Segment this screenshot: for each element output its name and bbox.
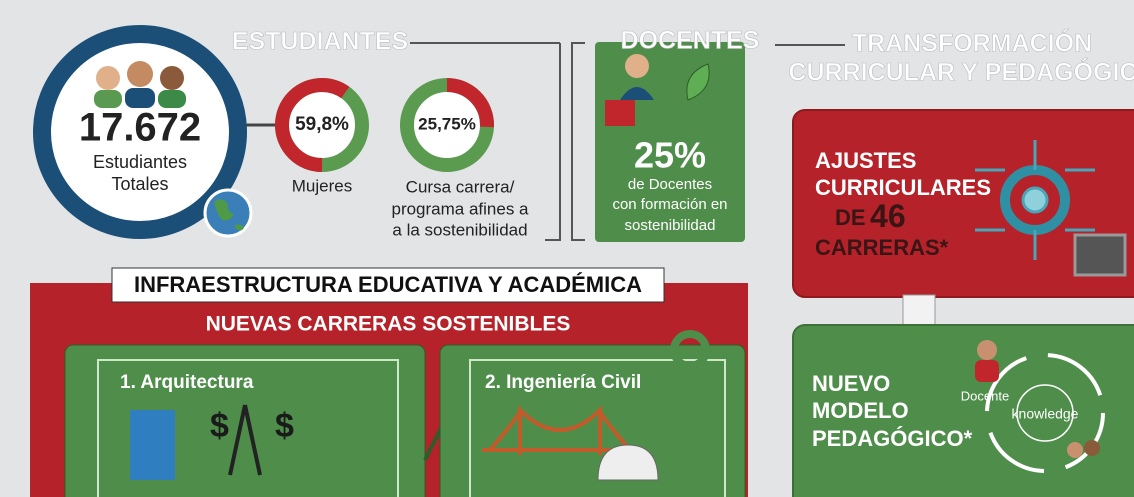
- teachers-caption: de Docentes: [628, 176, 712, 193]
- career-name: 1. Arquitectura: [120, 372, 254, 393]
- infrastructure-subtitle: NUEVAS CARRERAS SOSTENIBLES: [206, 313, 571, 336]
- teacher-label: Docente: [961, 388, 1009, 403]
- svg-text:$: $: [210, 407, 229, 445]
- infographic: ESTUDIANTES 17.672 Estudiantes Totales 5…: [0, 0, 1134, 497]
- curricular-text: AJUSTES: [815, 148, 916, 173]
- teachers-caption: sostenibilidad: [625, 217, 716, 234]
- career-scroll: [440, 345, 745, 497]
- donut-caption: Cursa carrera/: [406, 177, 515, 196]
- total-label: Totales: [111, 174, 168, 194]
- people-icon: [94, 61, 186, 108]
- page: ESTUDIANTES 17.672 Estudiantes Totales 5…: [0, 0, 1134, 497]
- teachers-section: DOCENTES 25% de Docentes con formación e…: [572, 27, 759, 242]
- pedagogical-text: NUEVO: [812, 371, 890, 396]
- section-title: ESTUDIANTES: [232, 28, 408, 56]
- curricular-text: CURRICULARES: [815, 175, 991, 200]
- curricular-number: 46: [870, 198, 906, 234]
- total-label: Estudiantes: [93, 152, 187, 172]
- globe-icon: [205, 190, 251, 236]
- infrastructure-section: INFRAESTRUCTURA EDUCATIVA Y ACADÉMICA NU…: [30, 268, 748, 497]
- svg-text:$: $: [275, 407, 294, 445]
- students-section: ESTUDIANTES 17.672 Estudiantes Totales 5…: [42, 28, 560, 240]
- career-name: 2. Ingeniería Civil: [485, 372, 641, 393]
- donut-label: 59,8%: [295, 114, 349, 135]
- total-students: 17.672: [79, 106, 201, 150]
- curricular-prefix: DE: [835, 205, 866, 230]
- infrastructure-title: INFRAESTRUCTURA EDUCATIVA Y ACADÉMICA: [134, 272, 642, 297]
- career-scroll: [65, 345, 425, 497]
- curricular-text: DE 46: [835, 198, 906, 234]
- teachers-caption: con formación en: [612, 196, 727, 213]
- transformation-section: TRANSFORMACIÓN CURRICULAR Y PEDAGÓGICA A…: [775, 28, 1134, 497]
- donut-caption: programa afines a: [391, 199, 529, 218]
- donut-label: 25,75%: [418, 114, 476, 133]
- pedagogical-text: MODELO: [812, 398, 909, 423]
- pedagogical-text: PEDAGÓGICO*: [812, 426, 973, 451]
- donut-caption: a la sostenibilidad: [392, 220, 527, 239]
- section-title: TRANSFORMACIÓN: [852, 28, 1092, 58]
- donut-caption: Mujeres: [292, 176, 352, 195]
- teachers-value: 25%: [634, 135, 706, 176]
- cycle-center: knowledge: [1012, 406, 1079, 422]
- curricular-text: CARRERAS*: [815, 235, 949, 260]
- section-title: CURRICULAR Y PEDAGÓGICA: [788, 57, 1134, 87]
- section-title: DOCENTES: [621, 27, 760, 55]
